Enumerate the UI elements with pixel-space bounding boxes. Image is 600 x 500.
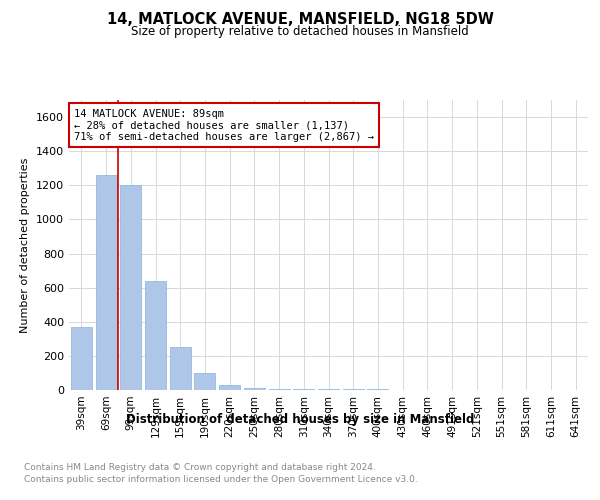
Bar <box>145 281 166 390</box>
Bar <box>95 175 116 390</box>
Text: Size of property relative to detached houses in Mansfield: Size of property relative to detached ho… <box>131 25 469 38</box>
Bar <box>293 389 314 390</box>
Bar <box>71 327 92 390</box>
Bar <box>194 373 215 390</box>
Bar <box>269 388 290 390</box>
Bar <box>170 348 191 390</box>
Y-axis label: Number of detached properties: Number of detached properties <box>20 158 31 332</box>
Text: Distribution of detached houses by size in Mansfield: Distribution of detached houses by size … <box>126 412 474 426</box>
Text: 14, MATLOCK AVENUE, MANSFIELD, NG18 5DW: 14, MATLOCK AVENUE, MANSFIELD, NG18 5DW <box>107 12 493 28</box>
Bar <box>219 385 240 390</box>
Text: Contains public sector information licensed under the Open Government Licence v3: Contains public sector information licen… <box>24 475 418 484</box>
Bar <box>120 186 141 390</box>
Bar <box>244 388 265 390</box>
Text: 14 MATLOCK AVENUE: 89sqm
← 28% of detached houses are smaller (1,137)
71% of sem: 14 MATLOCK AVENUE: 89sqm ← 28% of detach… <box>74 108 374 142</box>
Text: Contains HM Land Registry data © Crown copyright and database right 2024.: Contains HM Land Registry data © Crown c… <box>24 462 376 471</box>
